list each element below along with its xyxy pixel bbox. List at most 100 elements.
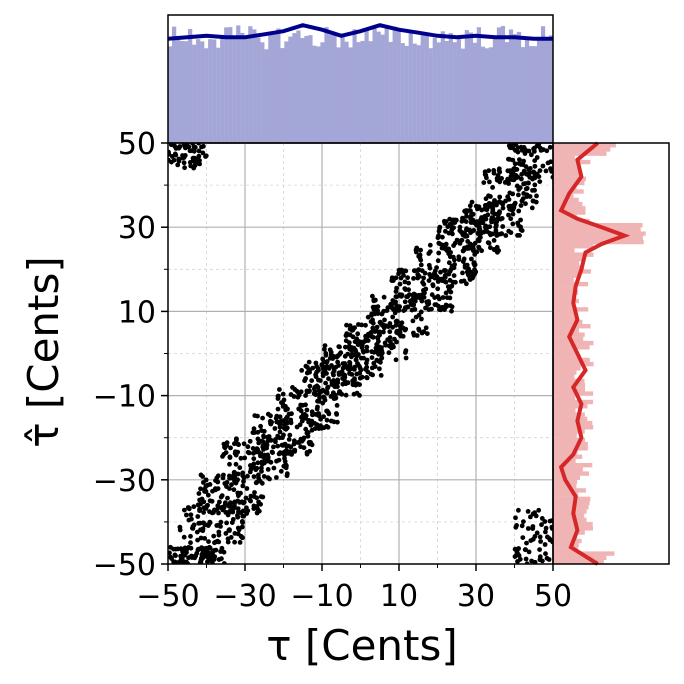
scatter-point: [195, 537, 201, 543]
scatter-point: [253, 449, 258, 455]
scatter-point: [460, 215, 465, 221]
right-hist-bar: [553, 361, 594, 367]
scatter-point: [365, 314, 371, 320]
scatter-point: [297, 422, 303, 428]
top-hist-bar: [324, 27, 329, 143]
scatter-point: [518, 217, 523, 223]
top-hist-bar: [380, 34, 385, 143]
scatter-point: [238, 455, 244, 461]
scatter-point: [247, 438, 253, 444]
scatter-point: [321, 414, 326, 420]
scatter-point: [530, 536, 536, 542]
scatter-point: [202, 536, 208, 541]
scatter-point: [446, 251, 452, 257]
top-hist-bar: [176, 37, 181, 143]
scatter-point: [324, 408, 329, 414]
right-hist-bar: [553, 555, 607, 560]
right-hist-bar: [553, 281, 589, 287]
right-hist-bar: [553, 311, 576, 316]
scatter-point: [370, 293, 375, 299]
scatter-point: [403, 350, 408, 355]
scatter-point: [439, 245, 445, 251]
scatter-point: [327, 347, 333, 353]
scatter-point: [419, 316, 424, 322]
scatter-point: [542, 542, 548, 547]
scatter-point: [536, 507, 542, 513]
scatter-point: [319, 389, 324, 394]
scatter-point: [524, 540, 529, 546]
scatter-point: [521, 181, 526, 187]
scatter-point: [411, 330, 416, 336]
scatter-point: [231, 506, 237, 511]
scatter-point: [417, 254, 422, 259]
scatter-point: [390, 298, 396, 303]
scatter-point: [415, 275, 421, 281]
scatter-point: [419, 292, 425, 298]
scatter-point: [320, 373, 326, 379]
x-tick-label: 30: [457, 579, 495, 614]
scatter-point: [435, 258, 441, 264]
scatter-point: [303, 402, 308, 408]
scatter-point: [397, 304, 403, 310]
scatter-point: [443, 290, 449, 296]
scatter-point: [186, 506, 192, 512]
right-hist-bar: [553, 378, 585, 384]
scatter-point: [274, 419, 280, 425]
scatter-point: [244, 511, 250, 516]
scatter-point: [529, 205, 535, 211]
scatter-point: [385, 324, 391, 329]
scatter-point: [469, 256, 474, 262]
scatter-point: [543, 529, 548, 535]
right-hist-bar: [553, 559, 604, 564]
scatter-point: [381, 329, 386, 335]
right-hist-bar: [553, 151, 607, 156]
scatter-point: [369, 365, 375, 371]
scatter-point: [275, 433, 281, 439]
right-hist-bar: [553, 227, 641, 232]
main-scatter-panel: −50 −30 −10 10 30 50 −50 −30 −10 10 30 50 τ [Cents…: [19, 127, 572, 670]
scatter-point: [280, 443, 286, 448]
scatter-point: [197, 158, 202, 163]
scatter-point: [365, 369, 371, 375]
scatter-point: [402, 299, 408, 305]
scatter-point: [337, 389, 343, 395]
right-hist-bar: [553, 307, 589, 312]
top-hist-bar: [304, 35, 309, 143]
scatter-point: [198, 559, 204, 564]
scatter-point: [403, 355, 409, 361]
scatter-point: [457, 224, 463, 230]
scatter-point: [343, 392, 349, 398]
scatter-point: [533, 513, 539, 519]
scatter-point: [510, 221, 516, 227]
top-hist-bar: [308, 35, 313, 143]
right-hist-bar: [553, 298, 579, 304]
scatter-point: [543, 525, 549, 531]
scatter-point: [176, 158, 182, 164]
scatter-point: [490, 201, 495, 207]
scatter-point: [403, 268, 409, 274]
scatter-point: [525, 509, 531, 514]
scatter-point: [189, 516, 194, 522]
scatter-point: [255, 506, 260, 512]
scatter-point: [303, 363, 309, 369]
scatter-point: [242, 455, 248, 461]
scatter-point: [376, 330, 382, 336]
scatter-point: [344, 322, 349, 328]
scatter-point: [259, 461, 265, 467]
scatter-point: [453, 279, 458, 285]
scatter-point: [281, 397, 287, 403]
scatter-point: [532, 163, 538, 169]
scatter-point: [335, 419, 340, 425]
scatter-point: [254, 510, 260, 516]
right-hist-bar: [553, 420, 593, 426]
scatter-point: [338, 370, 344, 375]
scatter-point: [287, 432, 293, 438]
right-hist-bar: [553, 206, 586, 211]
scatter-point: [194, 529, 200, 535]
scatter-point: [508, 230, 514, 236]
scatter-point: [490, 185, 495, 190]
right-hist-bar: [553, 159, 591, 165]
right-hist-bar: [553, 441, 588, 447]
scatter-point: [288, 417, 294, 423]
right-hist-bar: [553, 530, 585, 535]
